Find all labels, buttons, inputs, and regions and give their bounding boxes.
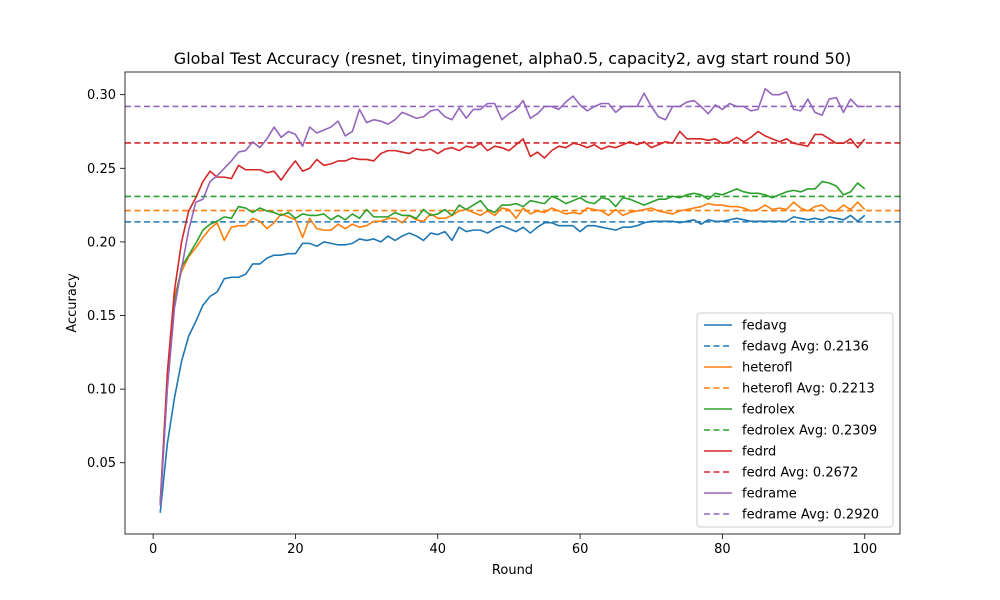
fedrame-legend-label: fedrame <box>742 487 797 502</box>
fedrd-avg-legend-label: fedrd Avg: 0.2672 <box>742 466 858 481</box>
legend: fedavg fedavg Avg: 0.2136 heterofl heterofl… <box>696 312 894 528</box>
fedrolex-legend-label: fedrolex <box>742 403 795 418</box>
x-tick-label: 80 <box>714 542 731 557</box>
x-axis-ticks: 0 20 40 60 80 100 <box>149 534 877 557</box>
series-lines <box>159 87 866 513</box>
axes-spines <box>124 71 901 535</box>
x-axis-label: Round <box>492 563 533 578</box>
x-tick-label: 0 <box>149 542 157 557</box>
heterofl-avg-legend-label: heterofl Avg: 0.2213 <box>742 382 875 397</box>
fedrame-series-line <box>159 87 865 506</box>
y-axis-ticks: 0.05 0.10 0.15 0.20 0.25 0.30 <box>87 88 125 471</box>
fedavg-legend-label: fedavg <box>742 319 787 334</box>
x-tick-label: 100 <box>852 542 877 557</box>
fedrolex-series-line <box>159 180 866 506</box>
fedavg-avg-legend-label: fedavg Avg: 0.2136 <box>742 340 869 355</box>
heterofl-legend-label: heterofl <box>742 361 793 376</box>
x-tick-label: 40 <box>430 542 447 557</box>
x-tick-label: 20 <box>287 542 304 557</box>
y-tick-label: 0.30 <box>87 88 116 103</box>
y-tick-label: 0.15 <box>87 309 116 324</box>
fedrolex-avg-legend-label: fedrolex Avg: 0.2309 <box>742 424 877 439</box>
y-tick-label: 0.25 <box>87 162 116 177</box>
y-tick-label: 0.20 <box>87 235 116 250</box>
x-tick-label: 60 <box>572 542 589 557</box>
heterofl-series-line <box>159 201 866 506</box>
legend-items: fedavg fedavg Avg: 0.2136 heterofl heterofl… <box>704 319 879 523</box>
y-tick-label: 0.10 <box>87 383 116 398</box>
fedrd-legend-label: fedrd <box>742 445 776 460</box>
fedavg-series-line <box>159 214 866 513</box>
legend-frame <box>696 312 894 528</box>
fedrd-series-line <box>159 130 866 503</box>
y-tick-label: 0.05 <box>87 456 116 471</box>
chart-title: Global Test Accuracy (resnet, tinyimagen… <box>174 49 851 68</box>
y-axis-label: Accuracy <box>65 273 80 333</box>
fedrame-avg-legend-label: fedrame Avg: 0.2920 <box>742 508 879 523</box>
